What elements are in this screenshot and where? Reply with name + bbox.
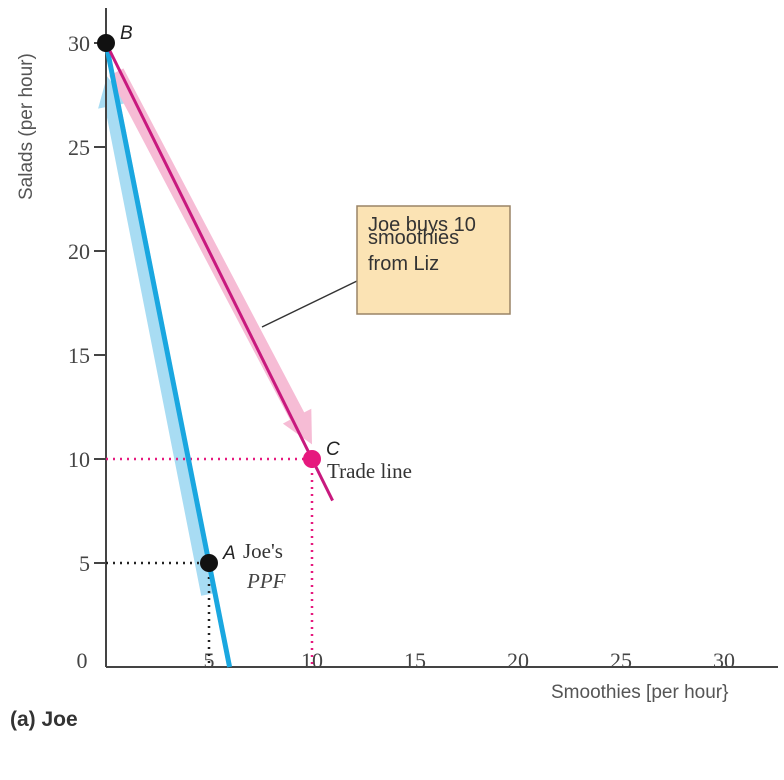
x-tick-label: 10 xyxy=(301,648,323,673)
point-a xyxy=(200,554,218,572)
point-b-label: B xyxy=(120,23,133,44)
point-b xyxy=(97,34,115,52)
series-lines xyxy=(103,42,334,668)
ppf-arrow-highlight xyxy=(98,76,217,596)
x-tick-label: 0 xyxy=(77,648,88,673)
y-tick-label: 20 xyxy=(68,239,90,264)
trade-line xyxy=(104,42,334,502)
point-c xyxy=(303,450,321,468)
point-c-label: C xyxy=(326,439,340,460)
x-tick-label: 30 xyxy=(713,648,735,673)
data-points: A B C xyxy=(97,23,340,572)
x-tick-label: 25 xyxy=(610,648,632,673)
trade-line-label: Trade line xyxy=(327,459,412,483)
x-tick-label: 5 xyxy=(204,648,215,673)
y-axis-title: Salads (per hour) xyxy=(16,53,37,200)
joes-label: Joe's xyxy=(243,539,283,563)
callout-line-3: from Liz xyxy=(368,253,439,275)
y-tick-label: 25 xyxy=(68,135,90,160)
guide-lines xyxy=(106,457,314,667)
x-ticks: 0 5 10 15 20 25 30 xyxy=(77,648,736,673)
x-tick-label: 20 xyxy=(507,648,529,673)
ppf-label: PPF xyxy=(246,569,286,593)
callout-leader xyxy=(261,280,358,328)
callout-line-1: Joe buys 10 xyxy=(368,214,476,236)
joes-ppf-line xyxy=(103,42,233,668)
y-tick-label: 10 xyxy=(68,447,90,472)
y-tick-label: 15 xyxy=(68,343,90,368)
y-ticks: 5 10 15 20 25 30 xyxy=(68,31,106,576)
y-tick-label: 5 xyxy=(79,551,90,576)
x-tick-label: 15 xyxy=(404,648,426,673)
x-axis-title: Smoothies [per hour} xyxy=(551,682,728,703)
panel-label: (a) Joe xyxy=(10,708,78,731)
point-a-label: A xyxy=(222,543,236,564)
callout-line-2: smoothies xyxy=(368,227,459,249)
callout-box xyxy=(356,205,511,315)
y-tick-label: 30 xyxy=(68,31,90,56)
